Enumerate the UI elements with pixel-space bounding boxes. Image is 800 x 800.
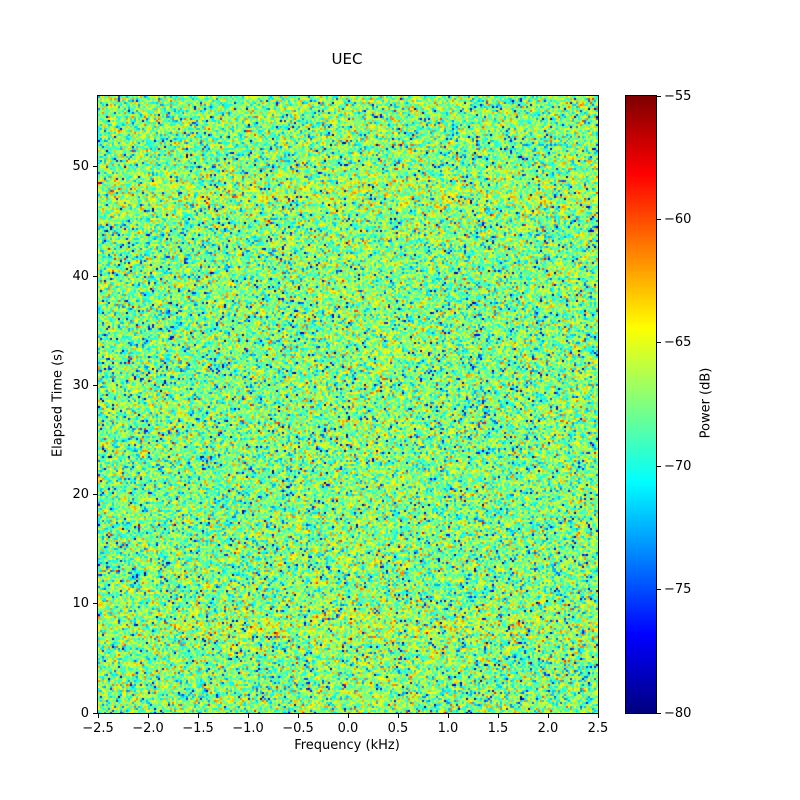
x-tick-mark <box>247 714 249 718</box>
y-tick-mark <box>93 712 97 714</box>
x-tick-mark <box>597 714 599 718</box>
colorbar-tick-label: −80 <box>664 705 692 721</box>
y-tick-mark <box>93 384 97 386</box>
y-axis-label: Elapsed Time (s) <box>50 348 66 458</box>
colorbar-tick-mark <box>657 95 661 97</box>
spectrogram-plot <box>97 95 599 714</box>
x-tick-mark <box>297 714 299 718</box>
y-tick-label: 40 <box>72 268 89 284</box>
x-tick-label: 1.5 <box>487 721 509 736</box>
chart-title: UEC <box>331 50 363 68</box>
colorbar-tick-mark <box>657 712 661 714</box>
x-tick-label: 0.5 <box>387 721 409 736</box>
x-tick-label: −2.5 <box>82 721 114 736</box>
y-tick-mark <box>93 494 97 496</box>
x-tick-mark <box>97 714 99 718</box>
x-tick-label: 0.0 <box>337 721 359 736</box>
x-tick-mark <box>397 714 399 718</box>
y-tick-label: 10 <box>72 596 89 612</box>
x-tick-label: −2.0 <box>132 721 164 736</box>
x-tick-mark <box>147 714 149 718</box>
colorbar-tick-label: −65 <box>664 335 692 351</box>
y-tick-mark <box>93 603 97 605</box>
y-tick-mark <box>93 166 97 168</box>
x-tick-label: −1.0 <box>232 721 264 736</box>
y-tick-label: 50 <box>72 159 89 175</box>
colorbar-tick-label: −75 <box>664 582 692 598</box>
y-tick-mark <box>93 275 97 277</box>
colorbar-gradient-canvas <box>626 96 656 713</box>
colorbar <box>625 95 657 714</box>
colorbar-tick-mark <box>657 589 661 591</box>
x-tick-label: 1.0 <box>437 721 459 736</box>
colorbar-tick-label: −55 <box>664 88 692 104</box>
x-tick-mark <box>347 714 349 718</box>
x-tick-label: 2.5 <box>587 721 609 736</box>
colorbar-tick-label: −60 <box>664 211 692 227</box>
colorbar-tick-mark <box>657 342 661 344</box>
x-tick-mark <box>497 714 499 718</box>
colorbar-tick-mark <box>657 218 661 220</box>
x-tick-label: 2.0 <box>537 721 559 736</box>
x-tick-mark <box>197 714 199 718</box>
colorbar-tick-mark <box>657 465 661 467</box>
y-tick-label: 20 <box>72 487 89 503</box>
spectrogram-heatmap-canvas <box>98 96 598 713</box>
x-tick-label: −0.5 <box>282 721 314 736</box>
x-tick-mark <box>547 714 549 718</box>
x-tick-mark <box>447 714 449 718</box>
x-tick-label: −1.5 <box>182 721 214 736</box>
x-axis-label: Frequency (kHz) <box>294 738 400 753</box>
colorbar-label: Power (dB) <box>698 367 714 439</box>
colorbar-tick-label: −70 <box>664 458 692 474</box>
y-tick-label: 30 <box>72 377 89 393</box>
y-tick-label: 0 <box>80 705 89 721</box>
